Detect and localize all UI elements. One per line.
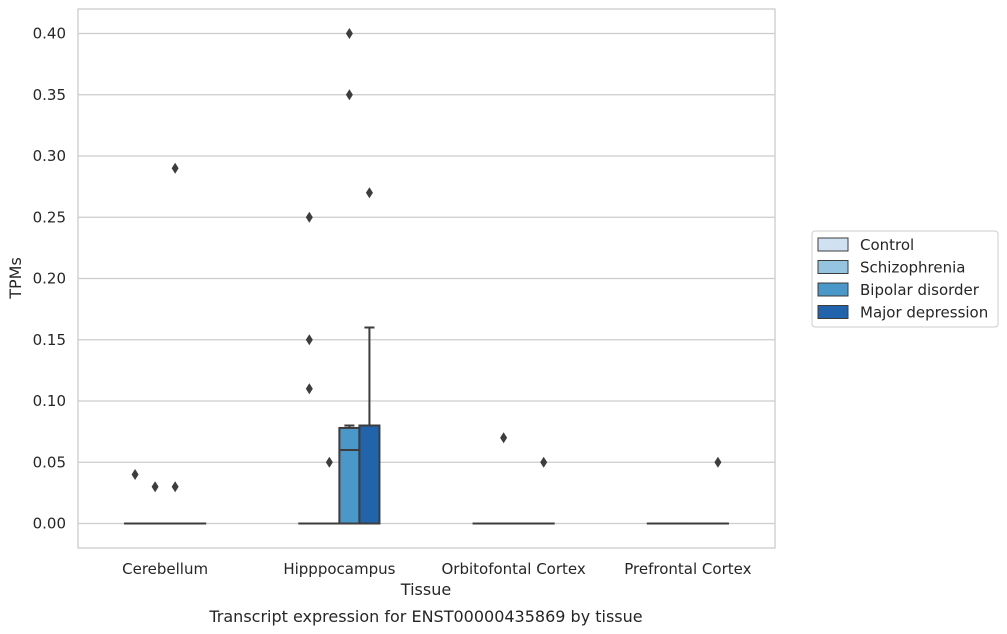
y-tick-label: 0.05 bbox=[33, 453, 66, 471]
box-major-depression bbox=[358, 326, 381, 525]
x-tick-label: Orbitofontal Cortex bbox=[442, 560, 586, 578]
legend-label: Bipolar disorder bbox=[860, 281, 980, 299]
outlier-point bbox=[305, 334, 313, 346]
legend-swatch bbox=[817, 305, 849, 319]
legend-frame bbox=[811, 230, 999, 328]
y-tick-label: 0.30 bbox=[33, 147, 66, 165]
legend-label: Schizophrenia bbox=[860, 259, 965, 277]
y-tick-label: 0.15 bbox=[33, 331, 66, 349]
outlier-point bbox=[131, 469, 139, 480]
box-bipolar-disorder bbox=[338, 424, 361, 525]
outlier-point bbox=[325, 456, 333, 468]
outlier-point bbox=[365, 187, 373, 199]
x-tick-label: Cerebellum bbox=[122, 560, 208, 578]
outlier-point bbox=[345, 89, 353, 101]
legend-label: Major depression bbox=[860, 304, 988, 322]
x-tick-label: Hipppocampus bbox=[283, 560, 395, 578]
outlier-point bbox=[345, 28, 353, 39]
plot-frame bbox=[77, 8, 776, 549]
outlier-point bbox=[714, 456, 722, 468]
outlier-point bbox=[151, 481, 159, 493]
legend: Control Schizophrenia Bipolar disorder Majo… bbox=[811, 230, 999, 328]
y-tick-label: 0.35 bbox=[33, 86, 66, 104]
outlier-point bbox=[305, 211, 313, 223]
x-tick-label: Prefrontal Cortex bbox=[624, 560, 751, 578]
y-tick-label: 0.25 bbox=[33, 208, 66, 226]
x-tick-labels: Cerebellum Hipppocampus Orbitofontal Corte… bbox=[122, 560, 751, 578]
y-tick-label: 0.20 bbox=[33, 270, 66, 288]
legend-swatch bbox=[817, 260, 849, 274]
outlier-point bbox=[171, 481, 179, 493]
boxes bbox=[124, 326, 729, 525]
outlier-point bbox=[540, 456, 548, 468]
outlier-point bbox=[500, 432, 508, 444]
y-axis-title: TPMs bbox=[6, 257, 25, 300]
outlier-point bbox=[305, 383, 313, 395]
chart-caption: Transcript expression for ENST0000043586… bbox=[208, 607, 642, 626]
outlier-point bbox=[171, 162, 179, 174]
legend-label: Control bbox=[860, 236, 914, 254]
y-tick-label: 0.40 bbox=[33, 25, 66, 43]
legend-swatch bbox=[817, 282, 849, 297]
outliers bbox=[131, 28, 722, 493]
y-tick-labels: 0.00 0.05 0.10 0.15 0.20 0.25 0.30 0.35 0.40 bbox=[33, 25, 66, 533]
gridlines bbox=[78, 32, 775, 525]
y-tick-label: 0.00 bbox=[33, 515, 66, 533]
box-body bbox=[338, 426, 361, 525]
legend-swatch bbox=[817, 237, 849, 252]
box-body bbox=[358, 424, 381, 525]
x-axis-title: Tissue bbox=[400, 580, 451, 599]
y-tick-label: 0.10 bbox=[33, 392, 66, 410]
